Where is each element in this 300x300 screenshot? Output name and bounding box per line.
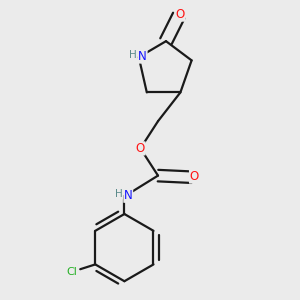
Text: O: O bbox=[136, 142, 145, 155]
Text: H: H bbox=[115, 189, 122, 199]
Text: Cl: Cl bbox=[67, 267, 78, 278]
Text: O: O bbox=[176, 8, 185, 21]
Text: N: N bbox=[138, 50, 147, 63]
Text: N: N bbox=[124, 189, 133, 202]
Text: H: H bbox=[129, 50, 137, 60]
Text: O: O bbox=[190, 170, 199, 183]
